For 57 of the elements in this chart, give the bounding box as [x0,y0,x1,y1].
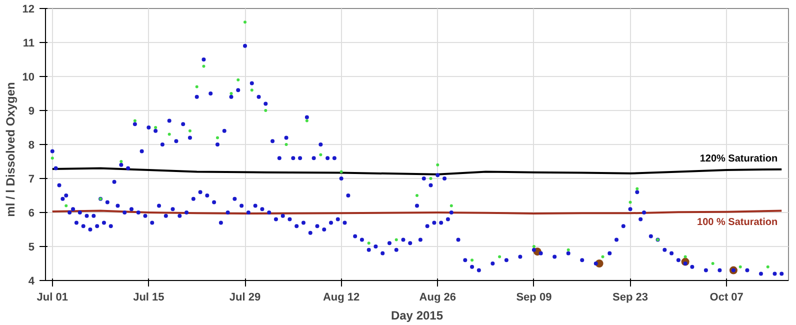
point [450,204,453,208]
point [340,170,343,174]
x-tick-label: Jul 15 [133,292,164,304]
point [264,109,268,112]
point [367,242,370,245]
point [711,262,714,265]
point [120,160,123,163]
y-tick-label: 5 [28,242,35,254]
point [319,153,322,156]
point [216,136,219,140]
point [50,156,54,160]
point [498,255,502,258]
point [416,194,418,197]
point [250,88,254,92]
point [230,92,233,95]
y-tick-label: 7 [28,174,35,186]
y-tick-label: 8 [28,140,35,152]
point [305,119,308,122]
point [436,163,440,166]
y-tick-label: 9 [28,106,35,118]
series-label: 100 % Saturation [697,216,778,228]
x-axis-title: Day 2015 [390,308,444,322]
x-tick-label: Jul 01 [36,292,68,304]
x-tick-label: Sep 23 [612,292,648,304]
point [738,265,742,268]
point [154,126,158,129]
point [566,248,570,252]
point [64,204,68,208]
point [470,258,474,262]
point [244,20,247,24]
point [133,119,136,122]
point [429,177,432,180]
point [636,187,639,190]
y-tick-label: 12 [22,4,35,16]
point [202,64,206,68]
point [284,143,288,146]
x-tick-label: Aug 12 [322,292,360,304]
point [532,245,536,248]
y-tick-label: 11 [22,38,35,50]
point [236,78,240,82]
x-tick-label: Jul 29 [229,292,261,304]
y-tick-label: 4 [28,276,36,288]
point [628,200,632,204]
series-label: 120% Saturation [700,153,778,164]
point [766,265,770,268]
y-tick-label: 6 [28,208,35,220]
point [684,255,687,258]
point [601,255,604,258]
point [188,129,192,132]
x-tick-label: Sep 09 [516,292,552,304]
y-axis-title: ml / l Dissolved Oxygen [3,82,18,217]
point [195,85,198,88]
x-tick-label: Aug 26 [419,292,456,304]
y-tick-label: 10 [22,72,35,84]
x-tick-label: Oct 07 [710,292,744,304]
point [394,238,398,242]
point [168,132,171,136]
